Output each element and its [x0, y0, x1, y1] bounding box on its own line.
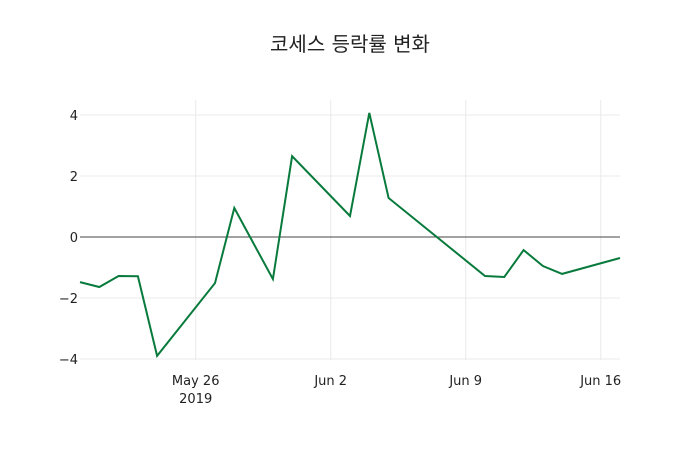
x-tick-label: Jun 16 [579, 374, 621, 389]
y-tick-label: −2 [59, 292, 78, 307]
x-tick-label: Jun 9 [448, 374, 482, 389]
y-axis-ticks: 4 2 0 −2 −4 [59, 109, 78, 368]
x-tick-label: Jun 2 [313, 374, 347, 389]
y-tick-label: 4 [70, 109, 78, 124]
y-tick-label: −4 [59, 353, 78, 368]
x-tick-year-label: 2019 [179, 392, 212, 407]
x-axis-ticks: May 26 2019 Jun 2 Jun 9 Jun 16 [172, 374, 621, 407]
chart-title: 코세스 등락률 변화 [270, 32, 430, 56]
data-line [79, 112, 621, 359]
gridlines [80, 100, 620, 360]
x-tick-label: May 26 [172, 374, 220, 389]
y-tick-label: 0 [70, 231, 78, 246]
y-tick-label: 2 [70, 170, 78, 185]
